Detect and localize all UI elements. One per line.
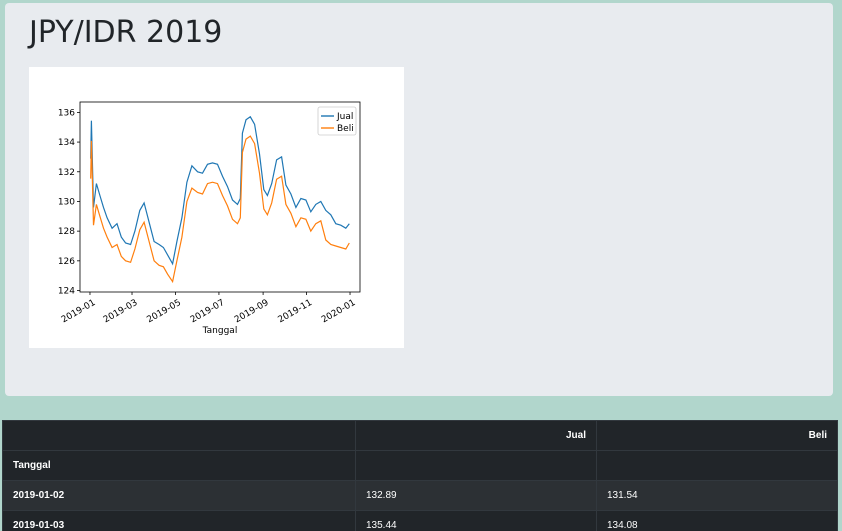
- plot-frame: [79, 101, 361, 293]
- table-row: 2019-01-02 132.89 131.54: [2, 480, 838, 511]
- row-jual: 135.44: [355, 510, 597, 531]
- table-header-row: Jual Beli: [2, 420, 838, 451]
- empty-header-cell: [355, 450, 597, 481]
- row-date: 2019-01-02: [2, 480, 356, 511]
- column-header-beli: Beli: [596, 420, 838, 451]
- series-line-beli: [90, 135, 350, 284]
- page-title: JPY/IDR 2019: [29, 15, 223, 50]
- y-tick-label: 136: [58, 108, 75, 118]
- row-jual: 132.89: [355, 480, 597, 511]
- legend-label-jual: Jual: [336, 112, 353, 122]
- x-tick-label: 2019-01: [60, 298, 98, 325]
- x-tick-label: 2019-03: [102, 298, 140, 325]
- y-tick-label: 128: [58, 227, 75, 237]
- y-tick-label: 130: [58, 197, 75, 207]
- y-tick-label: 134: [58, 138, 75, 148]
- data-table-container[interactable]: Jual Beli Tanggal 2019-01-02 132.89 131.…: [2, 420, 838, 531]
- table-index-header-row: Tanggal: [2, 450, 838, 481]
- y-tick-label: 124: [58, 287, 75, 297]
- index-name-header: Tanggal: [2, 450, 356, 481]
- x-tick-label: 2019-11: [276, 298, 314, 325]
- column-header-index: [2, 420, 356, 451]
- data-table: Jual Beli Tanggal 2019-01-02 132.89 131.…: [2, 420, 838, 531]
- row-date: 2019-01-03: [2, 510, 356, 531]
- row-beli: 131.54: [596, 480, 838, 511]
- x-axis-label: Tanggal: [202, 326, 238, 336]
- legend-label-beli: Beli: [337, 124, 354, 134]
- chart-card: JPY/IDR 2019 124 126 128 130 132 134 136 2019-0…: [5, 3, 833, 396]
- series-line-jual: [90, 115, 350, 266]
- column-header-jual: Jual: [355, 420, 597, 451]
- empty-header-cell: [596, 450, 838, 481]
- x-tick-label: 2019-05: [145, 298, 183, 325]
- y-tick-label: 126: [58, 257, 75, 267]
- row-beli: 134.08: [596, 510, 838, 531]
- table-row: 2019-01-03 135.44 134.08: [2, 510, 838, 531]
- x-tick-label: 2019-09: [233, 298, 271, 326]
- x-tick-label: 2019-07: [189, 298, 227, 325]
- y-tick-label: 132: [58, 168, 75, 178]
- chart-image: 124 126 128 130 132 134 136 2019-01 2019-03 2019-…: [29, 67, 404, 348]
- x-tick-label: 2020-01: [320, 298, 358, 325]
